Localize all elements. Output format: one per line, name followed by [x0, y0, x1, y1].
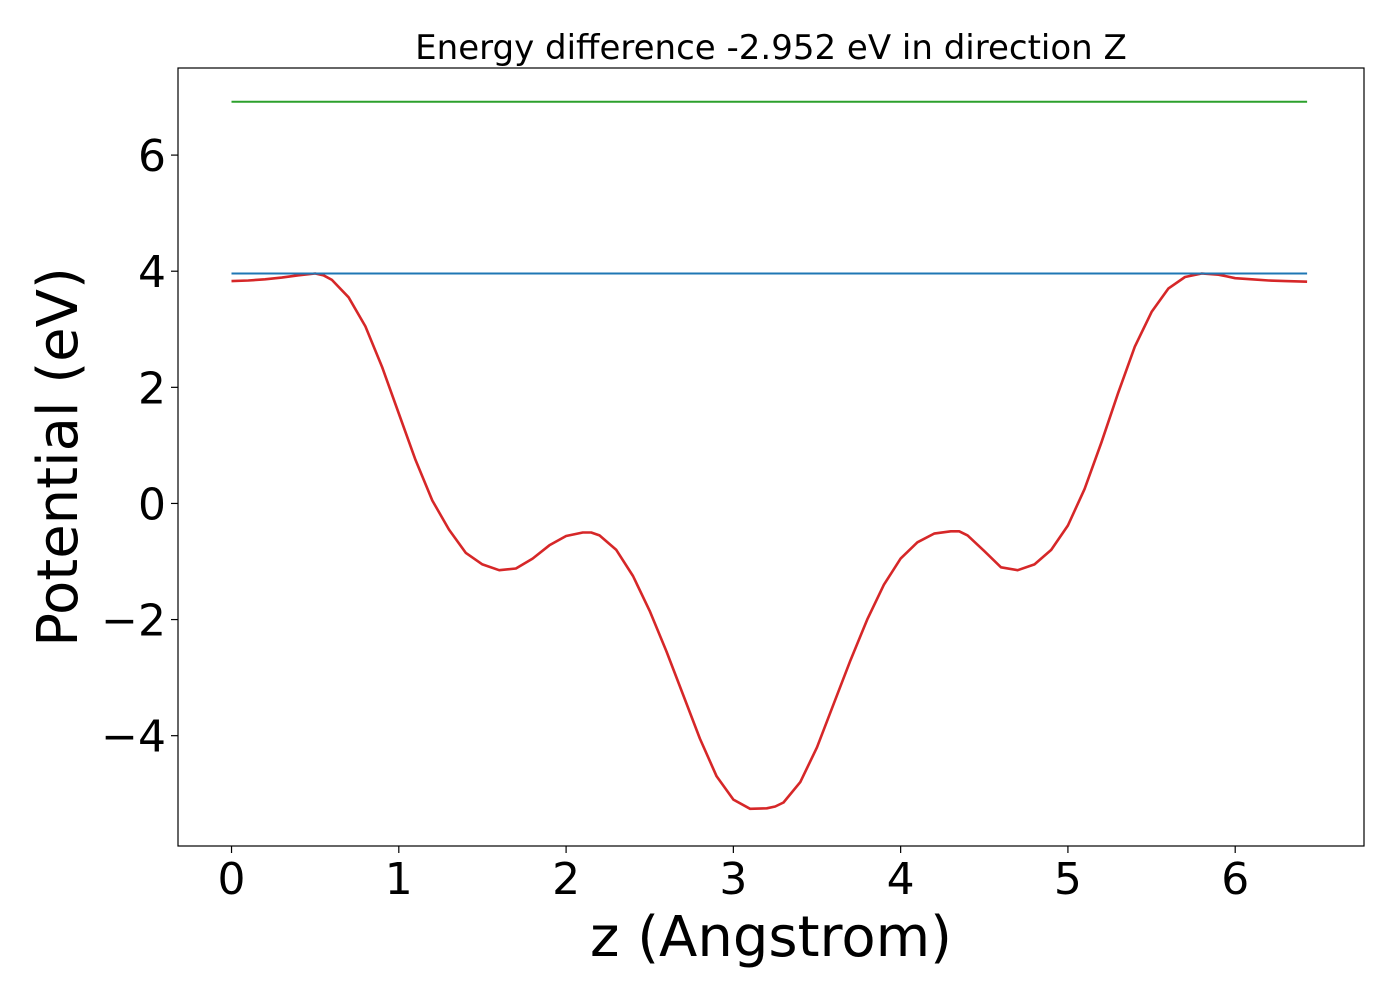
x-tick-label: 4: [887, 854, 915, 905]
x-tick-label: 5: [1054, 854, 1082, 905]
potential-curve-series: [231, 272, 1308, 811]
x-axis-label: z (Angstrom): [590, 905, 952, 970]
y-tick-label: 2: [138, 363, 166, 414]
x-tick-label: 1: [385, 854, 413, 905]
x-axis-ticks: 0 1 2 3 4 5 6: [218, 846, 1249, 905]
y-axis-label: Potential (eV): [26, 267, 91, 647]
y-tick-label: −2: [101, 596, 166, 647]
y-tick-label: 6: [138, 131, 166, 182]
y-axis-ticks: −4 −2 0 2 4 6: [101, 131, 178, 763]
y-tick-label: 4: [138, 247, 166, 298]
series-layer: [231, 100, 1308, 811]
y-tick-label: 0: [138, 479, 166, 530]
x-tick-label: 3: [719, 854, 747, 905]
plot-frame: [177, 67, 1365, 847]
x-tick-label: 2: [552, 854, 580, 905]
x-tick-label: 0: [218, 854, 246, 905]
chart-title: Energy difference -2.952 eV in direction…: [415, 28, 1127, 68]
x-tick-label: 6: [1221, 854, 1249, 905]
y-tick-label: −4: [101, 712, 166, 763]
